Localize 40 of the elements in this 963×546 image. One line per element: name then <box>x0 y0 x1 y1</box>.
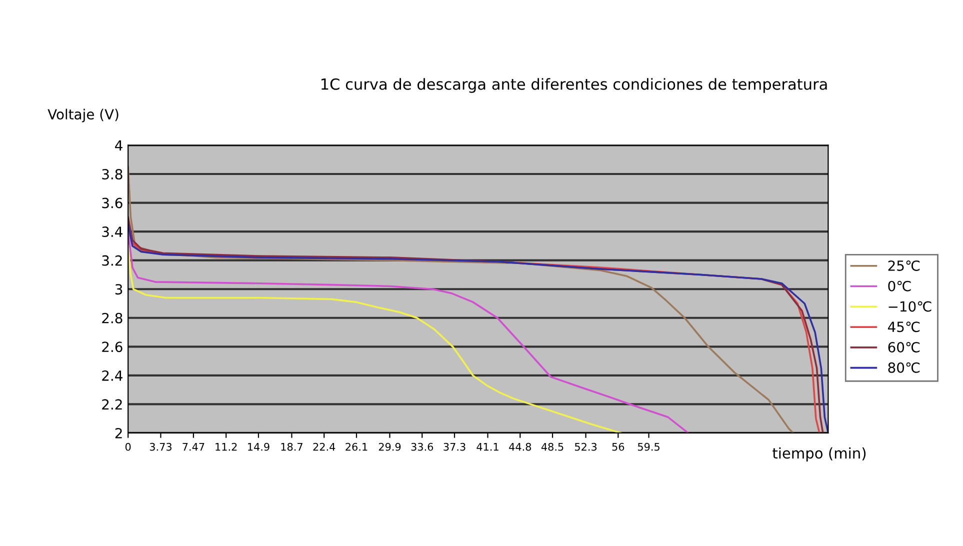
x-tick-label: 52.3 <box>574 442 597 451</box>
y-tick-label: 3 <box>115 284 122 295</box>
legend-label: −10℃ <box>888 301 932 312</box>
x-axis-title: tiempo (min) <box>772 447 866 462</box>
line-series <box>128 166 794 433</box>
legend-label: 25℃ <box>888 260 920 271</box>
legend-label: 60℃ <box>888 342 920 352</box>
x-tick-label: 11.2 <box>216 442 237 451</box>
line-series <box>128 230 690 433</box>
y-tick-label: 3.2 <box>102 255 122 266</box>
y-tick-label: 2 <box>115 428 122 438</box>
x-tick-label: 3.73 <box>150 442 172 451</box>
y-tick-label: 3.4 <box>102 226 122 238</box>
x-tick-label: 41.1 <box>476 443 498 451</box>
chart-title: 1C curva de descarga ante diferentes condiciones de temperatura <box>322 78 827 93</box>
x-tick-label: 29.9 <box>378 442 401 451</box>
y-tick-label: 3.8 <box>102 168 122 180</box>
x-tick-label: 14.9 <box>248 442 270 451</box>
legend-label: 0℃ <box>888 280 911 292</box>
x-tick-label: 56 <box>612 442 624 451</box>
line-series <box>128 245 622 433</box>
x-tick-label: 26.1 <box>346 442 368 451</box>
x-tick-label: 48.5 <box>541 442 564 451</box>
x-tick-label: 18.7 <box>281 442 302 451</box>
x-tick-label: 22.4 <box>313 442 336 451</box>
x-tick-label: 7.47 <box>182 443 204 451</box>
x-tick-label: 59.5 <box>638 442 660 451</box>
y-tick-label: 4 <box>115 140 122 151</box>
y-tick-label: 2.6 <box>102 342 122 352</box>
y-axis-title: Voltaje (V) <box>48 108 118 122</box>
x-tick-label: 33.6 <box>411 442 434 451</box>
y-tick-label: 2.2 <box>102 399 122 410</box>
x-tick-label: 44.8 <box>509 442 532 451</box>
y-tick-label: 2.4 <box>102 370 122 381</box>
legend-label: 45℃ <box>888 322 920 332</box>
x-tick-label: 37.3 <box>444 442 466 451</box>
x-tick-label: 0 <box>125 442 131 451</box>
y-tick-label: 2.8 <box>102 312 122 324</box>
legend-label: 80℃ <box>888 362 920 373</box>
y-tick-label: 3.6 <box>102 198 122 208</box>
